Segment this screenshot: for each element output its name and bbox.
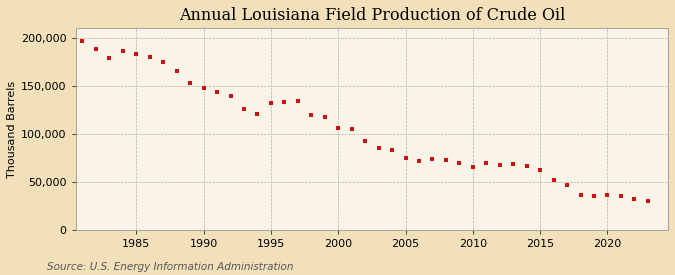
Text: Source: U.S. Energy Information Administration: Source: U.S. Energy Information Administ… [47,262,294,272]
Title: Annual Louisiana Field Production of Crude Oil: Annual Louisiana Field Production of Cru… [179,7,565,24]
Y-axis label: Thousand Barrels: Thousand Barrels [7,81,17,178]
